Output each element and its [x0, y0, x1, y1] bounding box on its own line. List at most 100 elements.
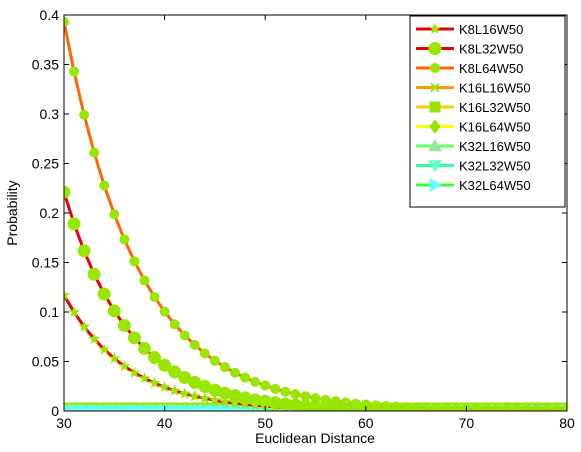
data-point: [68, 305, 81, 318]
data-point: [179, 330, 190, 341]
legend-label: K32L16W50: [459, 139, 531, 154]
data-point: [158, 381, 171, 393]
data-point: [78, 320, 91, 332]
data-point: [64, 185, 71, 199]
x-tick-label: 50: [257, 415, 273, 431]
data-point: [158, 358, 172, 372]
data-point: [148, 351, 162, 365]
data-point: [300, 391, 311, 402]
legend-swatch-marker: [429, 178, 443, 192]
legend-label: K8L64W50: [459, 61, 523, 76]
data-point: [128, 366, 141, 378]
legend-label: K32L64W50: [459, 178, 531, 193]
data-point: [270, 383, 281, 394]
data-point: [208, 393, 221, 406]
data-point: [107, 304, 121, 318]
x-tick-label: 70: [459, 415, 475, 431]
legend-swatch-marker: [430, 63, 440, 73]
axis-tick-labels: 30 40 50 60 70 80 0 0.05 0.1 0.15 0.2 0.25 0.3 0.35 0.…: [32, 7, 575, 431]
x-tick-label: 40: [157, 415, 173, 431]
x-axis-label: Euclidean Distance: [255, 430, 375, 446]
data-point: [229, 396, 241, 409]
legend-label: K8L16W50: [459, 22, 523, 37]
y-tick-label: 0.2: [40, 205, 60, 221]
data-point: [139, 275, 150, 286]
data-point: [87, 267, 101, 281]
legend-label: K16L16W50: [459, 81, 531, 96]
legend-entry: K16L32W50: [416, 100, 531, 115]
data-point: [67, 217, 81, 231]
data-point: [370, 400, 381, 411]
y-axis-label: Probability: [4, 180, 20, 245]
data-point: [481, 404, 492, 411]
data-point: [169, 319, 180, 330]
data-point: [118, 359, 131, 372]
data-point: [431, 403, 442, 411]
legend-entry: K8L32W50: [416, 42, 523, 57]
data-point: [471, 404, 482, 411]
data-point: [117, 318, 131, 332]
data-point: [109, 209, 120, 220]
data-point: [209, 355, 220, 366]
y-tick-label: 0.05: [32, 354, 59, 370]
y-tick-label: 0.15: [32, 255, 59, 271]
data-point: [148, 376, 161, 389]
legend-entry: K32L16W50: [416, 138, 531, 154]
data-point: [401, 402, 412, 411]
legend-swatch-marker: [429, 119, 441, 134]
legend-label: K16L32W50: [459, 100, 531, 115]
y-tick-label: 0.3: [40, 106, 60, 122]
data-point: [168, 384, 181, 396]
y-tick-label: 0.35: [32, 57, 59, 73]
data-point: [219, 362, 230, 373]
data-point: [340, 397, 351, 408]
data-point: [198, 392, 211, 404]
data-point: [99, 180, 110, 191]
data-point: [451, 404, 462, 411]
data-point: [330, 396, 341, 407]
data-point: [168, 365, 182, 379]
data-point: [159, 306, 170, 317]
data-point: [390, 401, 401, 411]
data-point: [188, 389, 201, 402]
data-point: [230, 367, 241, 378]
data-point: [250, 376, 261, 387]
legend-entry: K32L32W50: [416, 159, 531, 174]
data-point: [441, 403, 452, 411]
y-tick-label: 0: [51, 403, 59, 419]
data-point: [511, 405, 522, 411]
legend-swatch-marker: [429, 22, 441, 35]
data-point: [260, 380, 271, 391]
data-point: [108, 352, 121, 364]
data-point: [98, 343, 111, 355]
data-point: [521, 405, 532, 411]
data-point: [280, 386, 291, 397]
data-point: [69, 66, 80, 77]
legend-swatch-marker: [428, 138, 442, 152]
data-point: [541, 405, 552, 411]
data-point: [199, 348, 210, 359]
data-point: [64, 406, 72, 411]
data-point: [149, 292, 160, 303]
legend-entry: K32L64W50: [416, 178, 531, 193]
legend-entry: K8L16W50: [416, 22, 523, 37]
x-tick-label: 60: [358, 415, 374, 431]
data-point: [127, 331, 141, 345]
data-point: [138, 372, 151, 384]
data-point: [380, 401, 391, 411]
data-point: [491, 404, 502, 411]
series-K8L64W50: [64, 16, 567, 411]
legend-swatch-marker: [429, 101, 441, 113]
legend-swatch-marker: [428, 42, 442, 55]
data-point: [531, 405, 542, 411]
data-point: [79, 109, 90, 120]
data-point: [350, 398, 361, 409]
legend-entry: K8L64W50: [416, 61, 523, 76]
data-point: [240, 372, 251, 383]
legend-swatch-marker: [430, 82, 440, 93]
data-point: [411, 402, 422, 411]
data-point: [421, 403, 432, 411]
data-point: [129, 256, 140, 267]
